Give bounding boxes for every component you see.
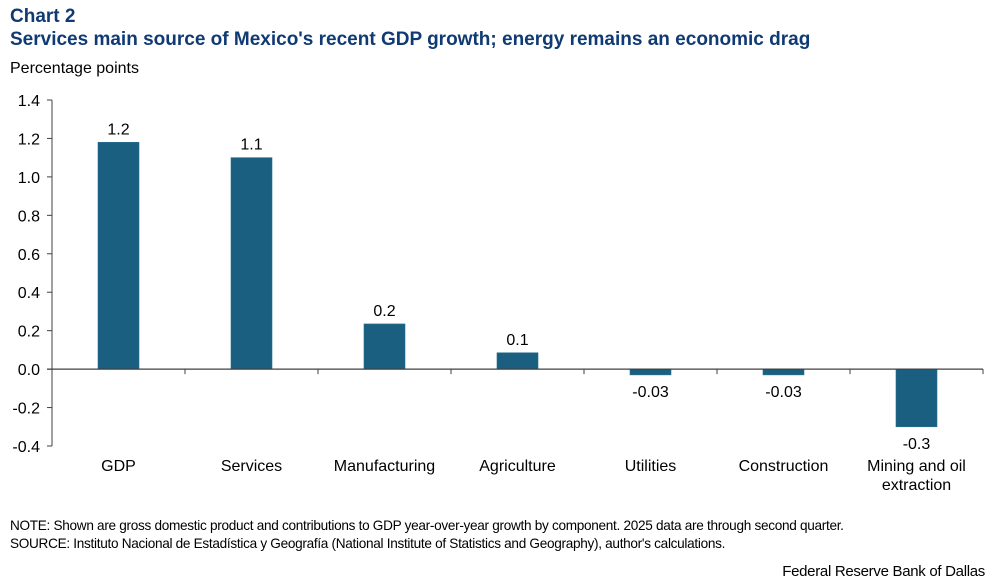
x-axis (47, 368, 984, 375)
y-tick-label: 0.0 (18, 362, 40, 379)
notes: NOTE: Shown are gross domestic product a… (10, 517, 844, 553)
y-axis: 1.4 1.2 1.0 0.8 0.6 0.4 0.2 0.0 -0.2 -0.4 (12, 93, 53, 456)
data-label: 0.1 (506, 332, 528, 349)
x-tick-label: Services (221, 458, 282, 475)
data-label: -0.3 (903, 436, 931, 453)
bar (363, 323, 406, 370)
data-label: -0.03 (632, 384, 669, 401)
credit-text: Federal Reserve Bank of Dallas (782, 563, 985, 580)
x-tick-labels: GDP Services Manufacturing Agriculture Utili… (101, 458, 966, 494)
bars (97, 141, 938, 428)
x-tick-label: extraction (882, 477, 951, 494)
bar (496, 352, 539, 370)
data-label: 1.2 (107, 121, 129, 138)
bar (762, 368, 805, 376)
bar (97, 141, 140, 370)
x-tick-label: Agriculture (479, 458, 556, 475)
title-block: Chart 2 Services main source of Mexico's… (10, 6, 810, 52)
x-tick-label: Construction (739, 458, 829, 475)
bar (629, 368, 672, 376)
x-tick-label: Utilities (625, 458, 677, 475)
y-tick-label: -0.4 (12, 439, 40, 456)
data-label: 1.1 (240, 137, 262, 154)
chart-number: Chart 2 (10, 6, 76, 27)
y-tick-label: 1.4 (18, 93, 40, 110)
chart-title: Services main source of Mexico's recent … (10, 29, 811, 50)
y-tick-label: 1.2 (18, 131, 40, 148)
data-label: -0.03 (765, 384, 802, 401)
y-tick-label: 0.8 (18, 208, 40, 225)
bar-chart: 1.4 1.2 1.0 0.8 0.6 0.4 0.2 0.0 -0.2 -0.4 1.2 1.1 0… (12, 93, 984, 494)
data-label: 0.2 (373, 303, 395, 320)
y-tick-label: 0.2 (18, 324, 40, 341)
x-tick-label: GDP (101, 458, 136, 475)
y-tick-label: 1.0 (18, 170, 40, 187)
y-tick-label: 0.6 (18, 247, 40, 264)
x-tick-label: Manufacturing (334, 458, 435, 475)
bar (895, 368, 938, 428)
x-tick-label: Mining and oil (867, 458, 966, 475)
source-text: SOURCE: Instituto Nacional de Estadístic… (10, 536, 726, 551)
y-tick-label: -0.2 (12, 401, 40, 418)
note-text: NOTE: Shown are gross domestic product a… (10, 518, 844, 533)
bar (230, 157, 273, 370)
y-tick-label: 0.4 (18, 285, 40, 302)
y-axis-unit-label: Percentage points (10, 60, 139, 77)
data-labels: 1.2 1.1 0.2 0.1 -0.03 -0.03 -0.3 (107, 121, 930, 452)
